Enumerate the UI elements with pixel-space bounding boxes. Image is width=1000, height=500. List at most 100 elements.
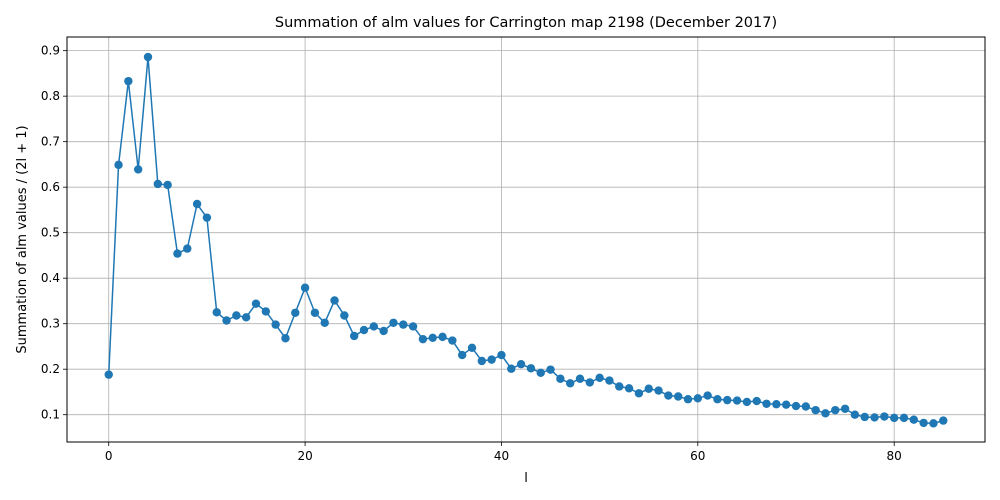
data-point: [703, 391, 712, 400]
data-point: [791, 401, 801, 411]
data-point: [899, 413, 909, 423]
data-point: [673, 392, 683, 401]
data-point: [281, 334, 290, 343]
series-line: [107, 56, 944, 425]
data-point: [291, 308, 300, 317]
x-tick-label: 40: [494, 449, 509, 463]
data-point: [909, 415, 919, 424]
data-point: [860, 412, 869, 422]
plot-frame: [66, 36, 986, 443]
data-point: [615, 382, 624, 391]
x-tick-label: 80: [887, 449, 902, 463]
data-point: [811, 405, 820, 415]
data-point: [497, 350, 506, 360]
data-point: [831, 405, 840, 415]
y-tick-label: 0.4: [41, 271, 60, 285]
data-point: [575, 374, 585, 383]
data-point: [929, 419, 938, 428]
data-point: [693, 394, 703, 403]
x-tick-label: 60: [690, 449, 705, 463]
data-point: [359, 325, 369, 335]
data-point: [408, 322, 418, 331]
data-point: [889, 413, 899, 423]
y-axis-title: Summation of alm values / (2l + 1): [15, 125, 30, 353]
y-tick-label: 0.9: [41, 44, 60, 58]
series-layer: [104, 52, 948, 428]
x-tick-label: 0: [105, 449, 113, 463]
data-point: [840, 404, 850, 413]
data-point: [644, 384, 653, 393]
data-point: [939, 416, 948, 425]
data-point: [919, 418, 928, 428]
data-point: [536, 368, 545, 378]
data-point: [634, 389, 644, 398]
data-point: [713, 395, 722, 404]
data-point: [271, 320, 280, 329]
chart-title: Summation of alm values for Carrington m…: [275, 15, 777, 31]
data-point: [762, 399, 771, 408]
data-point: [232, 311, 241, 320]
data-point: [251, 299, 261, 308]
data-point: [467, 343, 477, 353]
data-point: [389, 318, 398, 327]
data-point: [821, 409, 830, 418]
data-point: [133, 165, 143, 174]
data-point: [585, 378, 595, 387]
data-point: [379, 326, 388, 336]
data-point: [448, 336, 457, 345]
data-point: [850, 410, 860, 419]
data-point: [556, 374, 565, 383]
data-point: [546, 365, 555, 374]
data-point: [781, 400, 791, 409]
data-point: [212, 308, 221, 317]
data-point: [114, 160, 123, 170]
data-point: [261, 307, 271, 316]
data-point: [595, 373, 604, 383]
y-tick-label: 0.2: [41, 362, 60, 376]
data-point: [192, 199, 202, 209]
data-point: [349, 331, 359, 341]
data-point: [742, 397, 752, 407]
data-point: [772, 400, 781, 409]
data-point: [183, 244, 192, 253]
y-tick-label: 0.6: [41, 180, 60, 194]
data-point: [241, 313, 251, 322]
data-point: [723, 395, 732, 405]
data-point: [605, 376, 614, 385]
data-point: [340, 311, 349, 320]
x-tick-label: 20: [297, 449, 312, 463]
data-point: [870, 413, 879, 422]
data-point: [487, 355, 496, 364]
data-point: [438, 332, 447, 342]
data-point: [516, 359, 526, 369]
data-point: [143, 52, 153, 62]
data-point: [624, 384, 634, 393]
data-point: [418, 334, 428, 344]
data-point: [801, 402, 811, 411]
x-axis-title: l: [524, 471, 528, 486]
y-tick-label: 0.7: [41, 135, 60, 149]
data-point: [104, 370, 113, 379]
data-point: [320, 318, 329, 327]
grid: [67, 37, 985, 442]
data-point: [880, 412, 889, 421]
data-point: [526, 364, 536, 373]
data-point: [683, 395, 693, 404]
data-point: [124, 76, 133, 86]
data-point: [399, 320, 408, 329]
data-point: [369, 322, 379, 331]
data-point: [153, 179, 163, 189]
data-point: [654, 386, 663, 395]
data-point: [457, 350, 467, 360]
data-point: [173, 249, 182, 258]
data-point: [752, 396, 761, 406]
y-tick-label: 0.8: [41, 89, 60, 103]
y-tick-label: 0.3: [41, 317, 60, 331]
data-point: [507, 364, 516, 373]
data-point: [477, 356, 487, 366]
data-point: [163, 180, 172, 190]
data-point: [310, 308, 320, 317]
data-point: [202, 213, 212, 222]
y-tick-label: 0.1: [41, 408, 60, 422]
